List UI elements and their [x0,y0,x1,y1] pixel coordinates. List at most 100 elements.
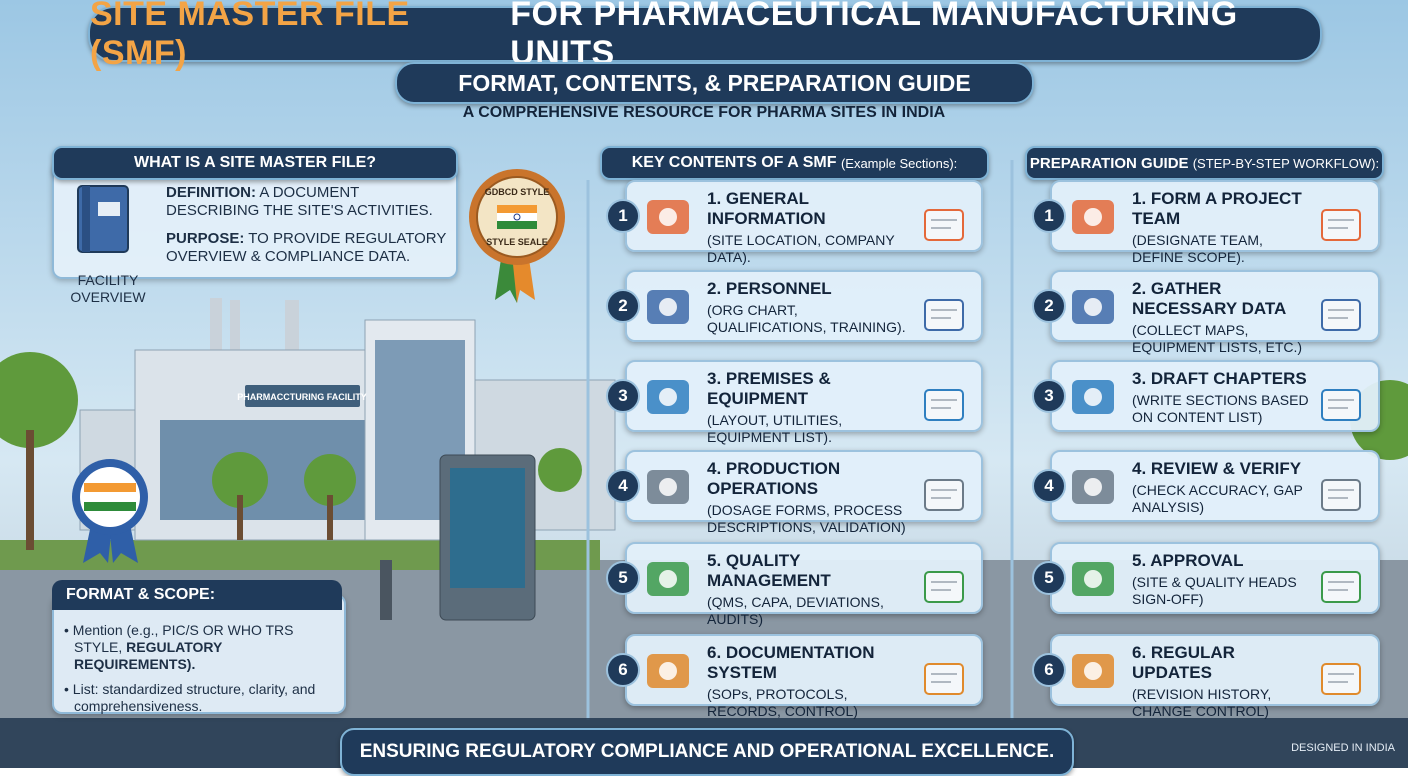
card: 5. APPROVAL (SITE & QUALITY HEADS SIGN-OF… [1050,542,1380,614]
card-body: 2. GATHER NECESSARY DATA (COLLECT MAPS, E… [1132,279,1312,356]
step-number: 2 [1032,289,1066,323]
footer-credit: DESIGNED IN INDIA [1291,742,1395,754]
item-text: A DOCUMENT DESCRIBING THE SITE'S ACTIVIT… [166,184,433,219]
item-label: DEFINITION: [166,184,256,201]
format-text: Mention (e.g., PIC/S OR WHO TRS STYLE, [72,622,294,655]
card-title: 5. APPROVAL [1132,551,1244,570]
title-lead: SITE MASTER FILE (SMF) [90,0,410,72]
step-number: 4 [1032,469,1066,503]
card: 4. REVIEW & VERIFY (CHECK ACCURACY, GAP A… [1050,450,1380,522]
card-side-icon [924,389,964,421]
card-body: 1. FORM A PROJECT TEAM (DESIGNATE TEAM, D… [1132,189,1312,266]
card-body: 6. DOCUMENTATION SYSTEM (SOPs, PROTOCOLS,… [707,643,915,720]
card-icon [1072,380,1114,414]
footer-banner: ENSURING REGULATORY COMPLIANCE AND OPERA… [340,728,1074,776]
card-body: 6. REGULAR UPDATES (REVISION HISTORY, CHA… [1132,643,1312,720]
what-is-item: DEFINITION: A DOCUMENT DESCRIBING THE SI… [166,184,451,220]
card-body: 5. APPROVAL (SITE & QUALITY HEADS SIGN-OF… [1132,551,1312,608]
contents-heading-text: KEY CONTENTS OF A SMF [631,154,837,171]
card-detail: (SOPs, PROTOCOLS, RECORDS, CONTROL) [707,686,858,719]
card-body: 2. PERSONNEL (ORG CHART, QUALIFICATIONS, … [707,279,915,336]
card: 6. REGULAR UPDATES (REVISION HISTORY, CHA… [1050,634,1380,719]
step-number: 4 [606,469,640,503]
step-number: 1 [606,199,640,233]
tagline: A COMPREHENSIVE RESOURCE FOR PHARMA SITE… [462,104,946,121]
step-number: 6 [606,653,640,687]
card-side-icon [1321,209,1361,241]
what-is-items: DEFINITION: A DOCUMENT DESCRIBING THE SI… [166,184,451,276]
card-side-icon [1321,299,1361,331]
card: 1. FORM A PROJECT TEAM (DESIGNATE TEAM, D… [1050,180,1380,265]
card-detail: (LAYOUT, UTILITIES, EQUIPMENT LIST). [707,412,843,445]
preparation-heading-text: PREPARATION GUIDE [1029,154,1189,172]
card-icon [1072,200,1114,234]
card-detail: (QMS, CAPA, DEVIATIONS, AUDITS) [707,594,884,627]
card: 1. GENERAL INFORMATION (SITE LOCATION, CO… [625,180,983,265]
card-detail: (CHECK ACCURACY, GAP ANALYSIS) [1132,482,1303,515]
what-is-item: PURPOSE: TO PROVIDE REGULATORY OVERVIEW … [166,230,451,266]
card-title: 5. QUALITY MANAGEMENT [707,551,831,590]
card-side-icon [1321,479,1361,511]
format-text: List: standardized structure, clarity, a… [72,681,316,714]
card-icon [1072,470,1114,504]
card-side-icon [1321,389,1361,421]
card-title: 6. DOCUMENTATION SYSTEM [707,643,875,682]
card-icon [647,200,689,234]
card-side-icon [1321,571,1361,603]
card-icon [1072,654,1114,688]
card-body: 1. GENERAL INFORMATION (SITE LOCATION, CO… [707,189,915,266]
card-icon [1072,290,1114,324]
card-title: 2. PERSONNEL [707,279,832,298]
card-detail: (SITE LOCATION, COMPANY DATA). [707,232,895,265]
card-body: 3. PREMISES & EQUIPMENT (LAYOUT, UTILITIE… [707,369,915,446]
format-panel: • Mention (e.g., PIC/S OR WHO TRS STYLE,… [52,594,346,714]
step-number: 5 [606,561,640,595]
contents-heading: KEY CONTENTS OF A SMF (Example Sections)… [600,146,989,180]
step-number: 5 [1032,561,1066,595]
card-detail: (SITE & QUALITY HEADS SIGN-OFF) [1132,574,1297,607]
item-text: TO PROVIDE REGULATORY OVERVIEW & COMPLIA… [166,230,447,265]
card: 3. PREMISES & EQUIPMENT (LAYOUT, UTILITIE… [625,360,983,445]
preparation-heading-note: (STEP-BY-STEP WORKFLOW): [1192,155,1380,171]
step-number: 1 [1032,199,1066,233]
item-label: PURPOSE: [166,230,245,247]
title-rest: FOR PHARMACEUTICAL MANUFACTURING UNITS [510,0,1238,72]
card-body: 3. DRAFT CHAPTERS (WRITE SECTIONS BASED O… [1132,369,1312,426]
icon-label: FACILITY OVERVIEW [70,272,146,305]
card-icon [647,290,689,324]
preparation-heading: PREPARATION GUIDE (STEP-BY-STEP WORKFLOW… [1025,146,1384,180]
title-banner: SITE MASTER FILE (SMF) FOR PHARMACEUTICA… [88,0,1322,72]
card-title: 4. REVIEW & VERIFY [1132,459,1302,478]
seal: GDBCD STYLE STYLE SEALE [469,169,565,303]
card-side-icon [924,663,964,695]
card-title: 3. PREMISES & EQUIPMENT [707,369,831,408]
card: 4. PRODUCTION OPERATIONS (DOSAGE FORMS, P… [625,450,983,535]
building-sign: PHARMACCTURING FACILITY [237,392,367,402]
card-side-icon [924,571,964,603]
card: 3. DRAFT CHAPTERS (WRITE SECTIONS BASED O… [1050,360,1380,432]
card-icon [647,562,689,596]
format-bold: REGULATORY REQUIREMENTS). [74,639,223,672]
format-item: • List: standardized structure, clarity,… [64,681,316,714]
card-body: 4. PRODUCTION OPERATIONS (DOSAGE FORMS, P… [707,459,915,536]
card-body: 5. QUALITY MANAGEMENT (QMS, CAPA, DEVIATI… [707,551,915,628]
card-title: 2. GATHER NECESSARY DATA [1132,279,1287,318]
binder-icon [77,185,129,253]
card-detail: (ORG CHART, QUALIFICATIONS, TRAINING). [707,302,906,335]
card-icon [1072,562,1114,596]
card-title: 1. FORM A PROJECT TEAM [1132,189,1302,228]
card-side-icon [1321,663,1361,695]
step-number: 2 [606,289,640,323]
format-item: • Mention (e.g., PIC/S OR WHO TRS STYLE,… [64,622,294,672]
card-title: 3. DRAFT CHAPTERS [1132,369,1307,388]
seal-bottom-text: STYLE SEALE [486,237,548,247]
card-title: 1. GENERAL INFORMATION [707,189,826,228]
card-icon [647,380,689,414]
card-detail: (DOSAGE FORMS, PROCESS DESCRIPTIONS, VAL… [707,502,906,535]
card-side-icon [924,299,964,331]
card-detail: (REVISION HISTORY, CHANGE CONTROL) [1132,686,1272,719]
step-number: 6 [1032,653,1066,687]
card: 2. GATHER NECESSARY DATA (COLLECT MAPS, E… [1050,270,1380,355]
flag-badge [72,459,148,563]
